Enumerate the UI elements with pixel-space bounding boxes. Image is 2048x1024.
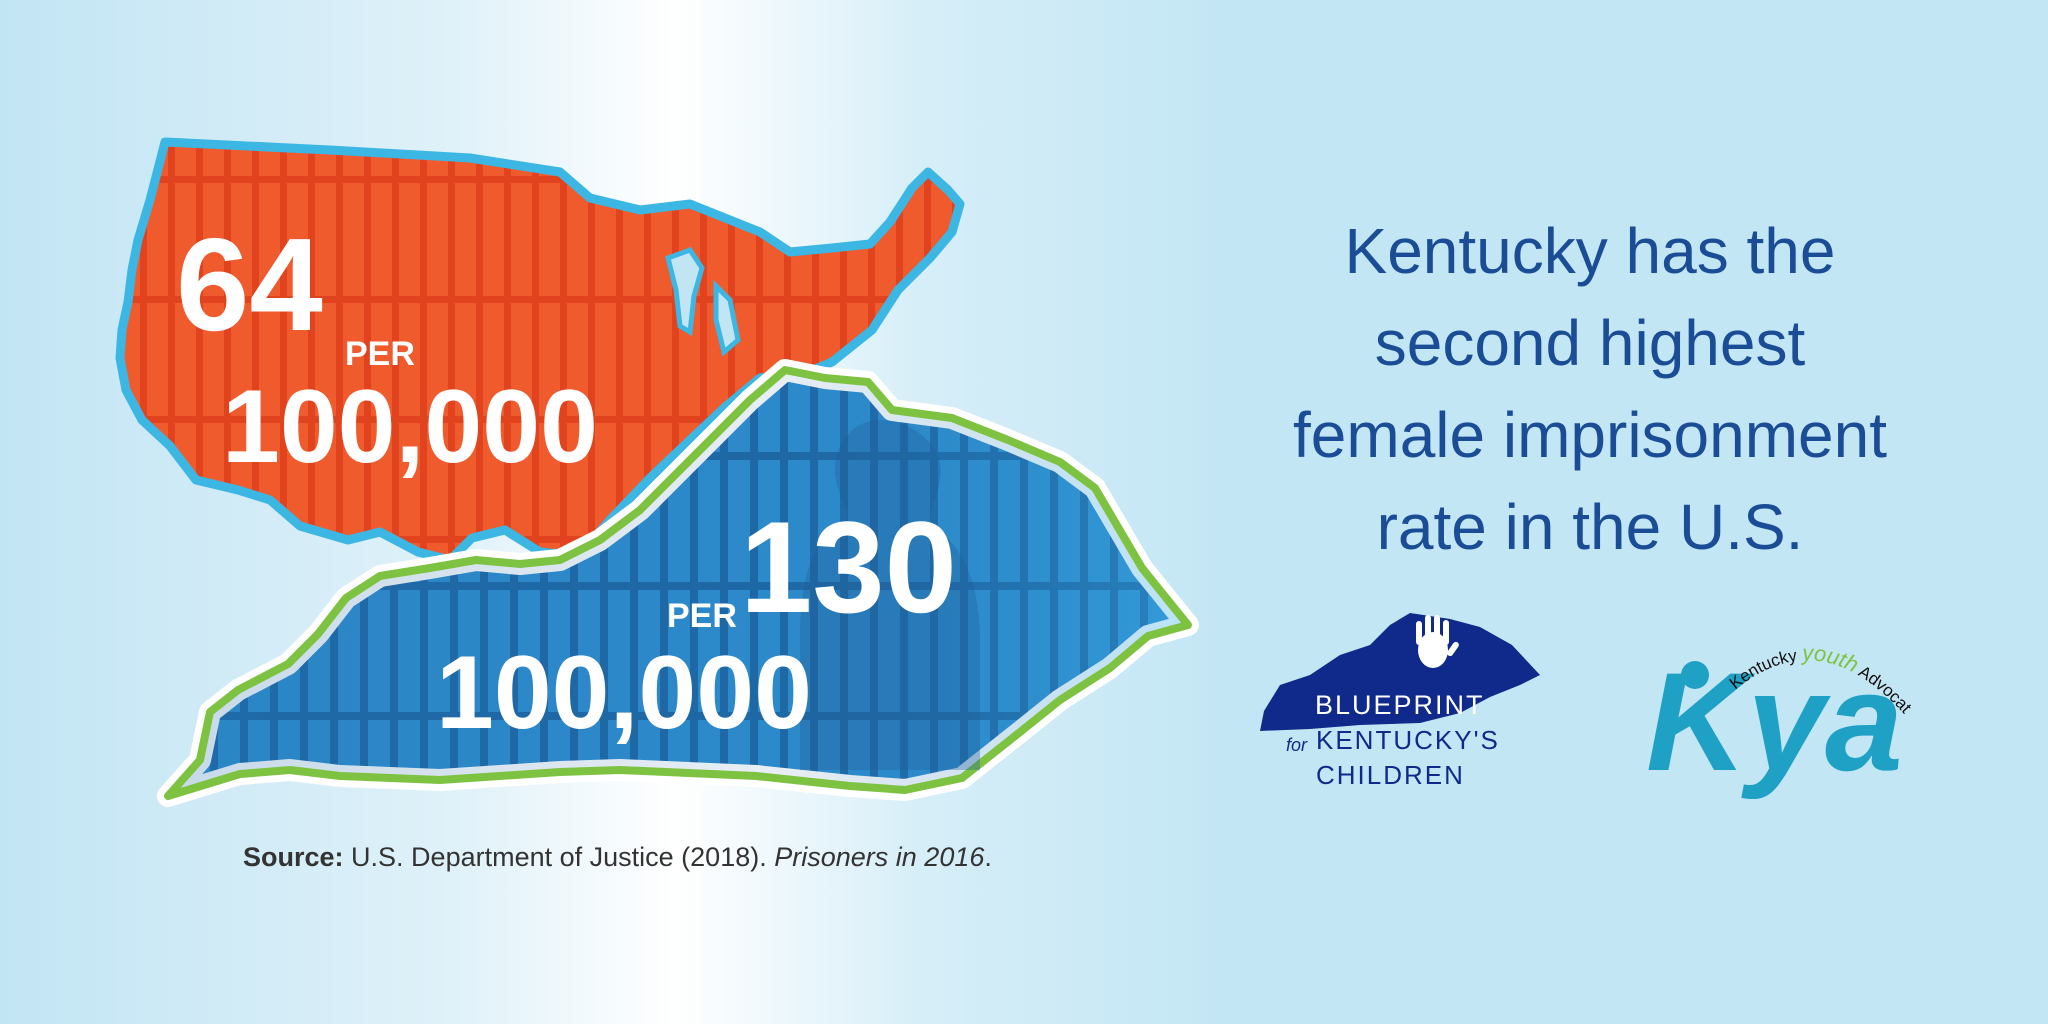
blueprint-prefix: for xyxy=(1286,735,1308,755)
us-rate-number: 64 xyxy=(176,211,323,358)
ky-rate-per: PER xyxy=(667,597,737,635)
source-end: . xyxy=(984,842,992,872)
ky-rate-number: 130 xyxy=(740,494,957,640)
headline-line: female imprisonment xyxy=(1293,399,1887,471)
kya-head-icon xyxy=(1681,661,1709,689)
us-rate-per: PER xyxy=(345,335,415,373)
ky-rate-denominator: 100,000 xyxy=(436,635,812,751)
headline: Kentucky has the second highest female i… xyxy=(1180,205,2000,573)
source-label: Source: xyxy=(243,842,344,872)
blueprint-kentucky-shape xyxy=(1260,613,1540,731)
source-text: U.S. Department of Justice (2018). xyxy=(351,842,767,872)
kentucky-map-shape xyxy=(157,359,1199,807)
blueprint-line3: CHILDREN xyxy=(1316,760,1465,790)
source-citation: Source: U.S. Department of Justice (2018… xyxy=(243,842,1143,873)
blueprint-title: BLUEPRINT xyxy=(1315,690,1485,720)
us-rate-denominator: 100,000 xyxy=(222,369,598,485)
us-map-shape xyxy=(115,137,965,565)
blueprint-line2: KENTUCKY'S xyxy=(1316,725,1500,755)
silhouette-figure xyxy=(800,420,980,770)
hand-icon xyxy=(1416,615,1459,668)
blueprint-logo: BLUEPRINT for KENTUCKY'S CHILDREN xyxy=(1250,605,1540,795)
headline-line: Kentucky has the xyxy=(1344,215,1836,287)
headline-line: second highest xyxy=(1374,307,1806,379)
kya-logo-mark: Kya Kentucky youth Advocates xyxy=(1635,605,1915,800)
kya-logo: Kya Kentucky youth Advocates xyxy=(1635,605,1940,810)
headline-line: rate in the U.S. xyxy=(1376,491,1804,563)
source-title: Prisoners in 2016 xyxy=(774,842,985,872)
